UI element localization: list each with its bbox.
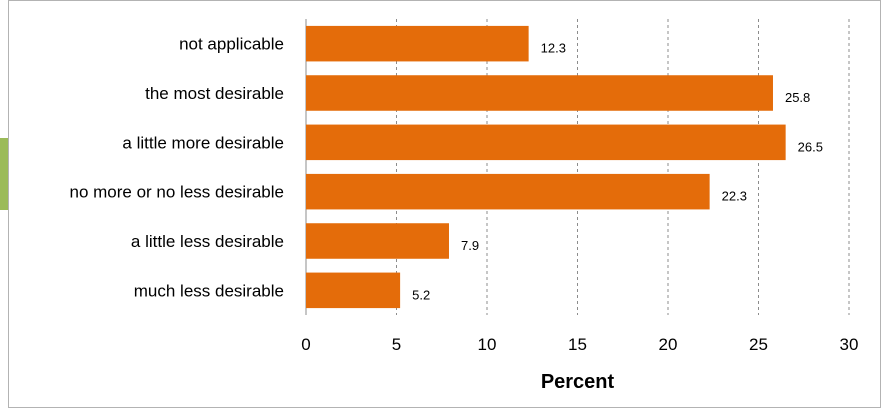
- bars: [306, 25, 786, 309]
- x-tick-label: 15: [568, 335, 587, 354]
- data-label: 5.2: [412, 287, 430, 302]
- x-tick-label: 30: [840, 335, 859, 354]
- bar: [306, 173, 710, 210]
- bar: [306, 124, 786, 161]
- gridlines: [305, 19, 850, 315]
- category-labels: not applicable the most desirable a little…: [69, 35, 284, 301]
- bar: [306, 75, 773, 111]
- category-label: much less desirable: [134, 281, 284, 300]
- bar: [306, 25, 529, 62]
- category-label: the most desirable: [145, 84, 284, 103]
- data-labels: 12.3 25.8 26.5 22.3 7.9 5.2: [412, 41, 823, 303]
- data-label: 7.9: [461, 238, 479, 253]
- x-tick-label: 10: [478, 335, 497, 354]
- category-label: a little less desirable: [131, 232, 284, 251]
- category-label: not applicable: [179, 35, 284, 54]
- x-tick-label: 25: [749, 335, 768, 354]
- bar: [306, 223, 449, 259]
- data-label: 22.3: [722, 189, 747, 204]
- bar: [306, 272, 401, 309]
- data-label: 26.5: [798, 139, 823, 154]
- data-label: 25.8: [785, 90, 810, 105]
- x-tick-label: 5: [392, 335, 401, 354]
- data-label: 12.3: [541, 41, 566, 56]
- x-tick-label: 0: [301, 335, 310, 354]
- category-label: a little more desirable: [122, 133, 284, 152]
- x-tick-label: 20: [659, 335, 678, 354]
- edge-strip: [0, 138, 8, 210]
- category-label: no more or no less desirable: [69, 183, 284, 202]
- x-tick-labels: 0 5 10 15 20 25 30: [301, 335, 858, 354]
- x-axis-title: Percent: [541, 371, 615, 393]
